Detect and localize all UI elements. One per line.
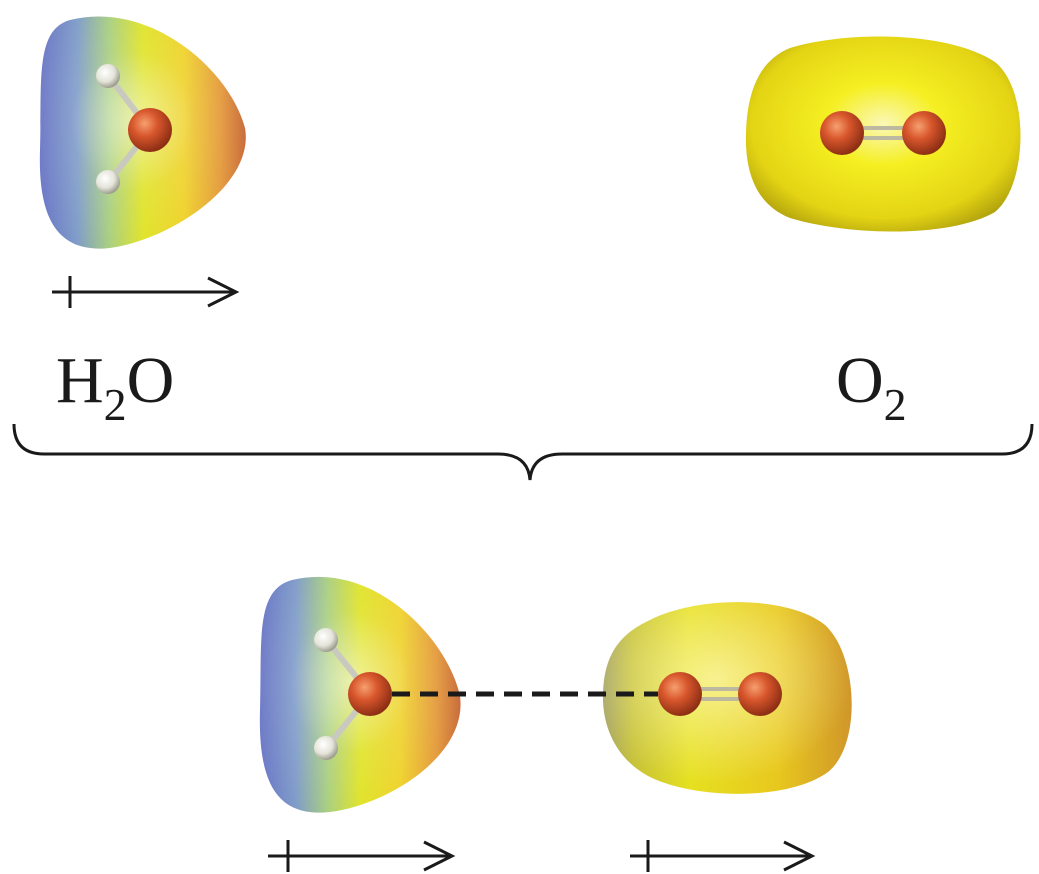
oxygen-molecule-top bbox=[745, 36, 1021, 232]
crossed-arrow-icon bbox=[268, 840, 456, 872]
hydrogen-atom bbox=[96, 170, 120, 194]
water-molecule-bottom bbox=[259, 576, 461, 813]
oxygen-atom bbox=[658, 672, 702, 716]
hydrogen-atom bbox=[314, 628, 338, 652]
water-molecule-top bbox=[39, 16, 246, 249]
oxygen-molecule-induced bbox=[602, 602, 852, 794]
water-dipole-arrow-bottom bbox=[268, 840, 456, 872]
induced-dipole-arrow bbox=[630, 840, 816, 872]
curly-brace-icon bbox=[12, 423, 1034, 481]
water-formula-label: H2O bbox=[56, 344, 174, 430]
oxygen-atom bbox=[738, 672, 782, 716]
oxygen-atom bbox=[820, 111, 864, 155]
oxygen-potential-surface bbox=[745, 36, 1021, 232]
hydrogen-atom bbox=[96, 64, 120, 88]
crossed-arrow-icon bbox=[630, 840, 816, 872]
hydrogen-atom bbox=[314, 736, 338, 760]
water-dipole-arrow bbox=[52, 276, 240, 308]
oxygen-formula-label: O2 bbox=[836, 344, 907, 430]
oxygen-atom bbox=[128, 108, 172, 152]
crossed-arrow-icon bbox=[52, 276, 240, 308]
oxygen-atom bbox=[348, 672, 392, 716]
oxygen-atom bbox=[902, 111, 946, 155]
